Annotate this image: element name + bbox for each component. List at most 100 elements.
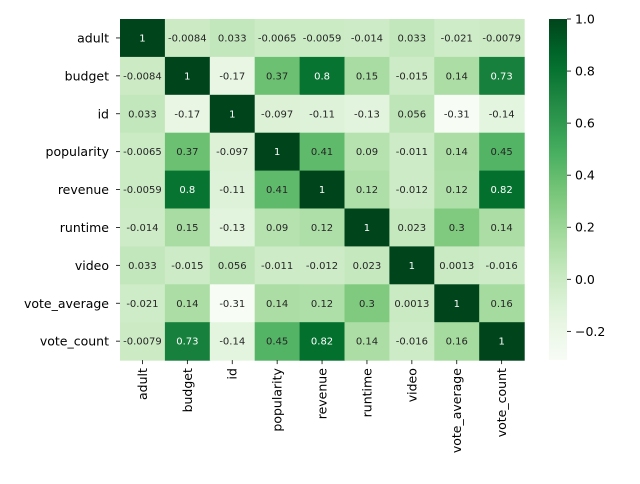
heatmap-cell	[254, 94, 301, 134]
cell-value-label: 0.14	[446, 147, 468, 158]
heatmap-cell	[209, 56, 256, 96]
cell-value-label: 0.023	[398, 223, 427, 234]
heatmap-cell	[479, 322, 525, 361]
cell-value-label: 0.14	[266, 299, 288, 310]
cell-value-label: -0.11	[309, 109, 335, 120]
heatmap-cell	[344, 19, 390, 58]
heatmap-cell	[389, 132, 435, 172]
cell-value-label: 0.37	[266, 71, 288, 82]
cell-value-label: 1	[319, 185, 325, 196]
heatmap-cell	[164, 246, 211, 285]
heatmap-cell	[299, 132, 346, 172]
cell-value-label: -0.0084	[123, 71, 162, 82]
heatmap-cell	[389, 246, 435, 285]
cell-value-label: 0.12	[446, 185, 468, 196]
cell-value-label: 0.14	[176, 299, 198, 310]
heatmap-cell	[164, 208, 211, 247]
cell-value-label: -0.097	[261, 109, 293, 120]
heatmap-cell	[389, 19, 435, 58]
cell-value-label: 0.056	[398, 109, 427, 120]
colorbar-tick-label: 0.8	[575, 64, 595, 79]
heatmap-cell	[479, 170, 525, 210]
column-label: budget	[180, 368, 195, 412]
cell-value-label: 0.12	[356, 185, 378, 196]
heatmap-cell	[479, 246, 525, 285]
heatmap-cell	[479, 56, 525, 96]
heatmap-cell	[209, 284, 256, 323]
cell-value-label: 0.16	[491, 299, 513, 310]
cell-value-label: -0.0059	[303, 33, 342, 44]
cell-value-label: 0.73	[176, 337, 198, 348]
cell-value-label: 0.8	[314, 71, 330, 82]
column-label: vote_count	[494, 368, 509, 437]
heatmap-cell	[209, 322, 256, 361]
cell-value-label: 0.37	[176, 147, 198, 158]
heatmap-cell	[254, 246, 301, 285]
heatmap-cell	[120, 322, 166, 361]
column-label: popularity	[270, 367, 285, 431]
cell-value-label: -0.13	[354, 109, 380, 120]
cell-value-label: 0.45	[491, 147, 513, 158]
heatmap-cell	[164, 94, 211, 134]
cell-value-label: -0.0084	[168, 33, 207, 44]
cell-value-label: -0.015	[171, 261, 203, 272]
heatmap-cell	[254, 132, 301, 172]
cell-value-label: -0.012	[306, 261, 338, 272]
cell-value-label: -0.021	[126, 299, 158, 310]
heatmap-cell	[344, 132, 390, 172]
heatmap-cell	[434, 284, 480, 323]
cell-value-label: 0.73	[491, 71, 513, 82]
cell-value-label: 0.82	[491, 185, 513, 196]
heatmap-cell	[479, 132, 525, 172]
cell-value-label: -0.012	[396, 185, 428, 196]
heatmap-cell	[164, 170, 211, 210]
heatmap-cell	[254, 284, 301, 323]
heatmap-cell	[120, 132, 166, 172]
heatmap-cell	[120, 19, 166, 58]
cell-value-label: -0.015	[396, 71, 428, 82]
heatmap-cell	[434, 56, 480, 96]
cell-value-label: 1	[364, 223, 370, 234]
cell-value-label: -0.0065	[123, 147, 162, 158]
cell-value-label: 0.3	[449, 223, 465, 234]
cell-value-label: -0.016	[486, 261, 518, 272]
colorbar-tick-label: 0.0	[575, 272, 595, 287]
row-label: runtime	[60, 220, 110, 235]
heatmap-cell	[434, 246, 480, 285]
heatmap-cell	[434, 19, 480, 58]
cell-value-label: -0.0079	[123, 337, 162, 348]
heatmap-cell	[254, 170, 301, 210]
column-label: vote_average	[449, 368, 464, 453]
cell-value-label: -0.14	[489, 109, 515, 120]
colorbar-tick-label: 1.0	[575, 12, 595, 27]
cell-value-label: -0.0065	[258, 33, 297, 44]
heatmap-cell	[434, 170, 480, 210]
heatmap-cell	[344, 56, 390, 96]
heatmap-cell	[299, 19, 346, 58]
heatmap-cell	[479, 19, 525, 58]
cell-value-label: 0.41	[266, 185, 288, 196]
heatmap-cell	[479, 208, 525, 247]
heatmap-cell	[299, 170, 346, 210]
row-label: adult	[77, 30, 109, 45]
column-label: id	[225, 368, 240, 379]
heatmap-cell	[254, 19, 301, 58]
heatmap-cell	[254, 322, 301, 361]
heatmap-cell	[164, 284, 211, 323]
cell-value-label: 0.41	[311, 147, 333, 158]
cell-value-label: 0.023	[353, 261, 382, 272]
row-label: budget	[65, 68, 109, 83]
cell-value-label: -0.011	[396, 147, 428, 158]
column-label: video	[404, 368, 419, 402]
heatmap-cell	[299, 246, 346, 285]
heatmap-cell	[299, 56, 346, 96]
heatmap-cell	[254, 208, 301, 247]
heatmap-cell	[120, 208, 166, 247]
column-label: adult	[135, 368, 150, 400]
cell-value-label: 0.056	[218, 261, 247, 272]
heatmap-cell	[209, 170, 256, 210]
heatmap-cell	[479, 284, 525, 323]
heatmap-cell	[479, 94, 525, 134]
cell-value-label: -0.011	[261, 261, 293, 272]
heatmap-cell	[164, 56, 211, 96]
